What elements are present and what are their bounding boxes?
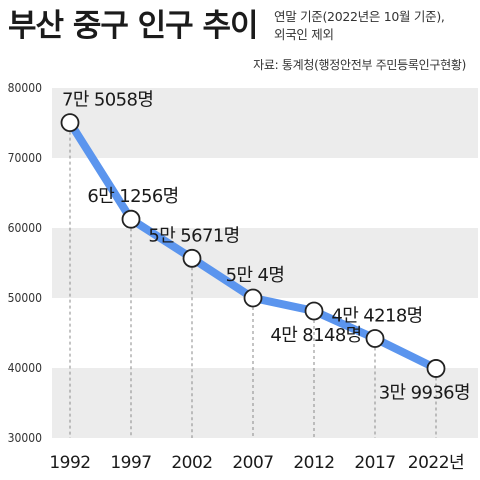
x-tick-label: 2007: [232, 453, 273, 473]
y-tick-label: 40000: [8, 361, 42, 375]
data-point: [426, 359, 446, 378]
data-point: [60, 113, 80, 132]
data-label: 6만 1256명: [87, 186, 178, 207]
data-label: 5만 4명: [226, 265, 285, 286]
x-tick-label: 2017: [354, 453, 395, 473]
source-text: 자료: 통계청(행정안전부 주민등록인구현황): [253, 58, 466, 72]
footnote-line-2: 외국인 제외: [274, 27, 334, 42]
data-label: 4만 8148명: [270, 325, 361, 346]
data-label: 7만 5058명: [62, 90, 153, 111]
data-point: [121, 209, 141, 229]
data-point: [182, 248, 202, 268]
x-tick-label: 2022년: [408, 453, 464, 473]
header: 부산 중구 인구 추이 연말 기준(2022년은 10월 기준), 외국인 제외: [0, 0, 480, 52]
y-tick-label: 60000: [8, 221, 42, 235]
x-tick-label: 1997: [110, 453, 151, 473]
x-tick-label: 2002: [171, 453, 212, 473]
y-tick-label: 70000: [8, 151, 42, 165]
data-point: [304, 301, 324, 321]
data-label: 3만 9936명: [379, 382, 470, 403]
data-point: [365, 329, 385, 348]
grid-band: [52, 228, 478, 298]
y-tick-label: 80000: [8, 81, 42, 95]
footnote: 연말 기준(2022년은 10월 기준), 외국인 제외: [274, 8, 480, 44]
data-point: [243, 288, 263, 308]
x-tick-label: 2012: [293, 453, 334, 473]
data-label: 4만 4218명: [331, 305, 422, 326]
grid-band: [52, 368, 478, 438]
data-label: 5만 5671명: [148, 225, 239, 246]
x-tick-label: 1992: [49, 453, 90, 473]
y-tick-label: 30000: [8, 431, 42, 445]
chart-title: 부산 중구 인구 추이: [8, 8, 259, 44]
y-tick-label: 50000: [8, 291, 42, 305]
footnote-line-1: 연말 기준(2022년은 10월 기준),: [274, 9, 445, 24]
grid-band: [52, 88, 478, 158]
